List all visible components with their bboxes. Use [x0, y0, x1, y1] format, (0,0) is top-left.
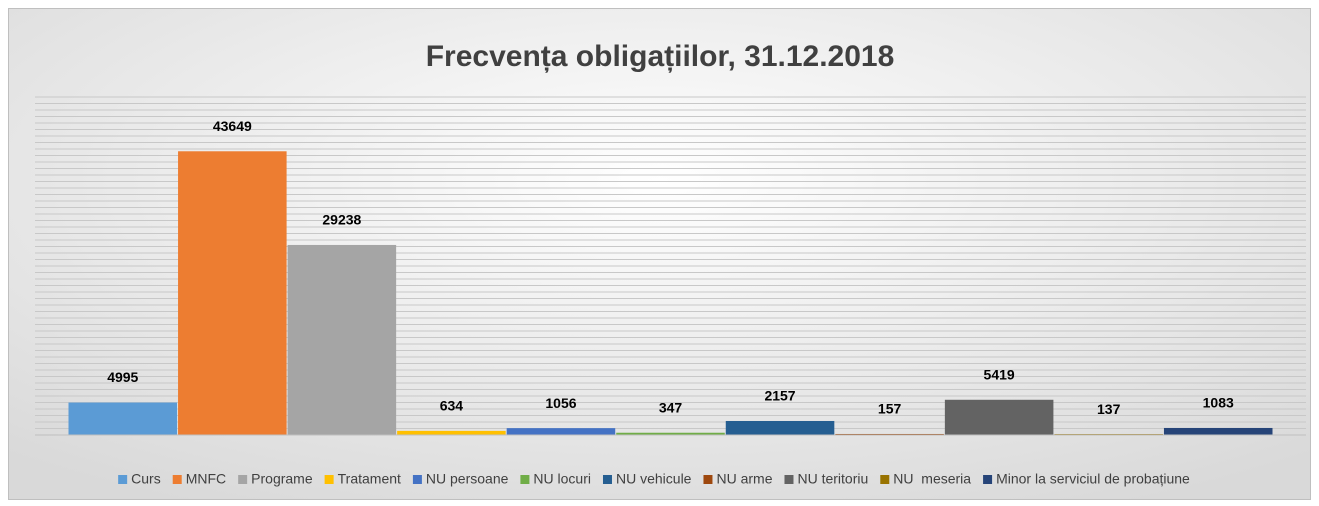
value-label: 137 — [1097, 401, 1121, 417]
legend-swatch — [172, 475, 182, 484]
legend-swatch — [412, 475, 422, 484]
legend-swatch — [602, 475, 612, 484]
bar — [835, 433, 944, 435]
legend-label: NU vehicule — [616, 471, 692, 487]
value-label: 347 — [659, 399, 683, 415]
legend-label: NU arme — [716, 471, 772, 487]
legend: Curs MNFC Programe Tratament NU persoane NU l… — [118, 471, 1190, 487]
legend-item: NU locuri — [520, 471, 591, 487]
bar — [68, 402, 178, 435]
legend-item: NU persoane — [412, 471, 509, 487]
legend-swatch — [238, 475, 248, 484]
legend-swatch — [520, 475, 530, 484]
legend-label: NU teritoriu — [797, 471, 868, 487]
legend-swatch — [118, 475, 128, 484]
value-label: 157 — [878, 401, 902, 417]
legend-item: MNFC — [172, 471, 226, 487]
legend-label: NU meseria — [893, 471, 971, 487]
value-label: 29238 — [322, 212, 361, 228]
bar — [1163, 427, 1273, 435]
value-label: 5419 — [984, 366, 1015, 382]
legend-swatch — [324, 475, 334, 484]
legend-label: Minor la serviciul de probațiune — [996, 471, 1190, 487]
chart-title: Frecvența obligațiilor, 31.12.2018 — [426, 40, 895, 73]
legend-label: MNFC — [186, 471, 226, 487]
legend-label: NU locuri — [533, 471, 591, 487]
legend-label: Programe — [251, 471, 313, 487]
legend-item: Minor la serviciul de probațiune — [983, 471, 1190, 487]
bar — [287, 244, 397, 435]
legend-item: NU vehicule — [602, 471, 692, 487]
legend-swatch — [703, 475, 713, 484]
bar — [397, 430, 506, 435]
legend-label: Tratament — [338, 471, 401, 487]
legend-item: NU meseria — [880, 471, 971, 487]
legend-item: NU teritoriu — [784, 471, 868, 487]
legend-item: NU arme — [703, 471, 773, 487]
legend-item: Programe — [238, 471, 313, 487]
legend-label: Curs — [131, 471, 161, 487]
value-label: 1083 — [1203, 395, 1234, 411]
legend-swatch — [983, 475, 993, 484]
bar — [944, 399, 1054, 435]
bar — [725, 420, 835, 435]
legend-item: Tratament — [324, 471, 401, 487]
value-label: 43649 — [213, 118, 252, 134]
value-label: 4995 — [107, 369, 138, 385]
legend-item: Curs — [118, 471, 161, 487]
bar — [178, 151, 287, 435]
legend-label: NU persoane — [426, 471, 509, 487]
value-label: 2157 — [764, 388, 795, 404]
bar — [616, 432, 725, 435]
bar — [506, 428, 616, 435]
legend-swatch — [880, 475, 890, 484]
value-label: 1056 — [545, 395, 576, 411]
bars: 4995 43649 29238 634 1056 347 2157 157 5419 137 10… — [35, 118, 1306, 436]
value-label: 634 — [440, 398, 464, 414]
legend-swatch — [784, 475, 794, 484]
